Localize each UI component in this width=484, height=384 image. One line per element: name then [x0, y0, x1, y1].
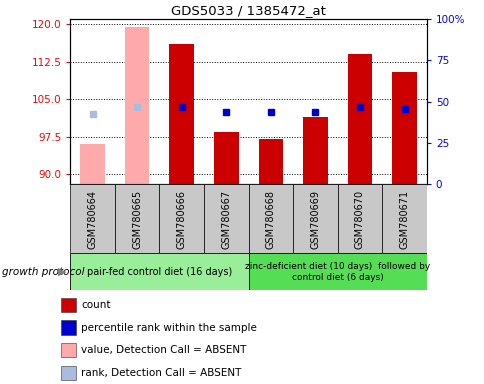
Bar	[60, 320, 76, 335]
Bar	[70, 184, 115, 253]
Text: ▶: ▶	[58, 266, 67, 277]
Text: GSM780669: GSM780669	[310, 190, 320, 249]
Text: GSM780664: GSM780664	[88, 190, 97, 249]
Bar	[125, 27, 149, 184]
Text: zinc-deficient diet (10 days)  followed by
control diet (6 days): zinc-deficient diet (10 days) followed b…	[244, 262, 429, 282]
Bar	[347, 54, 371, 184]
Text: GSM780670: GSM780670	[354, 190, 364, 249]
Bar	[248, 184, 292, 253]
Text: GSM780666: GSM780666	[176, 190, 186, 249]
Bar	[248, 253, 426, 290]
Bar	[115, 184, 159, 253]
Bar	[258, 139, 283, 184]
Bar	[60, 366, 76, 380]
Text: GSM780671: GSM780671	[399, 190, 408, 249]
Text: rank, Detection Call = ABSENT: rank, Detection Call = ABSENT	[81, 368, 241, 378]
Bar	[292, 184, 337, 253]
Bar	[169, 44, 194, 184]
Bar	[60, 298, 76, 312]
Text: GSM780668: GSM780668	[265, 190, 275, 249]
Bar	[213, 132, 238, 184]
Bar	[60, 343, 76, 358]
Bar	[80, 144, 105, 184]
Bar	[302, 117, 327, 184]
Text: value, Detection Call = ABSENT: value, Detection Call = ABSENT	[81, 345, 246, 355]
Bar	[159, 184, 204, 253]
Text: count: count	[81, 300, 110, 310]
Title: GDS5033 / 1385472_at: GDS5033 / 1385472_at	[171, 3, 325, 17]
Text: percentile rank within the sample: percentile rank within the sample	[81, 323, 257, 333]
Text: pair-fed control diet (16 days): pair-fed control diet (16 days)	[87, 266, 231, 277]
Text: growth protocol: growth protocol	[2, 266, 85, 277]
Text: GSM780665: GSM780665	[132, 190, 142, 249]
Text: GSM780667: GSM780667	[221, 190, 231, 249]
Bar	[204, 184, 248, 253]
Bar	[70, 253, 248, 290]
Bar	[337, 184, 381, 253]
Bar	[392, 72, 416, 184]
Bar	[381, 184, 426, 253]
